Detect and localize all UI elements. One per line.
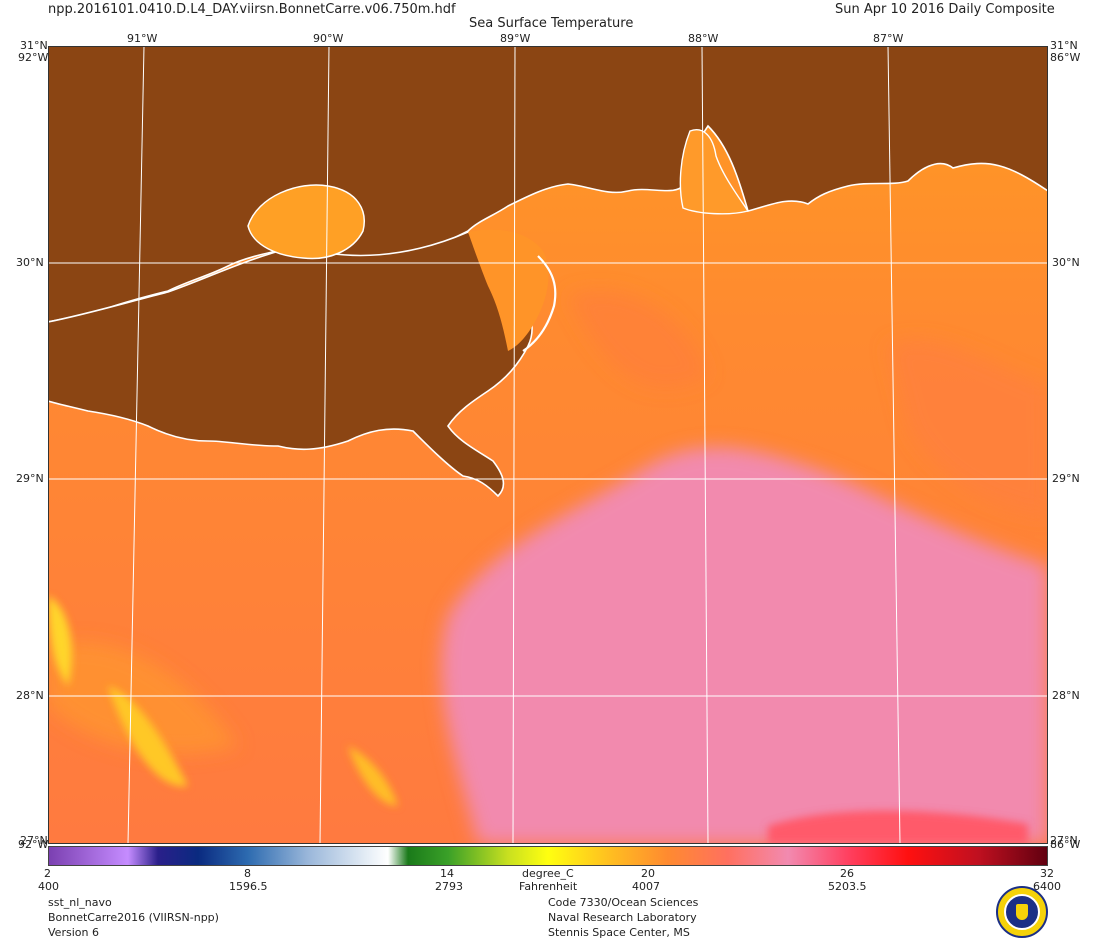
corner-label-top-left-lon: 92°W: [18, 51, 49, 64]
corner-label-top-right-lon: 86°W: [1050, 51, 1081, 64]
scale-c-14: 14: [440, 867, 454, 880]
corner-label-bottom-right: 27°N: [1050, 834, 1078, 847]
lat-label-30n-left: 30°N: [16, 256, 44, 269]
lat-label-29n-left: 29°N: [16, 472, 44, 485]
footer-org-code: Code 7330/Ocean Sciences: [548, 896, 699, 909]
land-mass: [48, 46, 1048, 323]
graticule: [48, 46, 1048, 844]
meridian-88w: [701, 46, 709, 844]
map-frame: [48, 46, 1048, 844]
meridian-91w: [127, 46, 145, 844]
corner-label-top-right: 31°N: [1050, 39, 1078, 52]
nrl-seal-icon: [996, 886, 1048, 938]
meridian-87w: [887, 46, 901, 844]
lon-label-88w: 88°W: [688, 32, 719, 45]
corner-label-bottom-left: 27°N: [20, 834, 48, 847]
footer-product: sst_nl_navo: [48, 896, 112, 909]
lat-label-30n-right: 30°N: [1052, 256, 1080, 269]
scale-f-400: 400: [38, 880, 59, 893]
scale-c-20: 20: [641, 867, 655, 880]
meridian-89w: [512, 46, 516, 844]
footer-org-location: Stennis Space Center, MS: [548, 926, 690, 939]
scale-unit-c: degree_C: [522, 867, 574, 880]
color-scale: [48, 846, 1048, 866]
file-name: npp.2016101.0410.D.L4_DAY.viirsn.BonnetC…: [48, 2, 456, 17]
warm-spots: [48, 596, 1028, 844]
footer-version: Version 6: [48, 926, 99, 939]
chandeleur-islands: [522, 255, 557, 352]
lat-label-28n-left: 28°N: [16, 689, 44, 702]
lat-label-29n-right: 29°N: [1052, 472, 1080, 485]
warm-water-plumes: [48, 290, 1048, 844]
sst-map: [48, 46, 1048, 844]
mobile-bay: [679, 129, 750, 215]
scale-f-6400: 6400: [1033, 880, 1061, 893]
footer-org-name: Naval Research Laboratory: [548, 911, 697, 924]
corner-label-bottom-right-lon: 86°W: [1050, 838, 1081, 851]
scale-f-4007: 4007: [632, 880, 660, 893]
lon-label-90w: 90°W: [313, 32, 344, 45]
lake-pontchartrain: [247, 184, 365, 260]
scale-unit-f: Fahrenheit: [519, 880, 578, 893]
lon-label-91w: 91°W: [127, 32, 158, 45]
composite-date: Sun Apr 10 2016 Daily Composite: [835, 2, 1055, 17]
lon-label-87w: 87°W: [873, 32, 904, 45]
scale-f-1596: 1596.5: [229, 880, 268, 893]
footer-region: BonnetCarre2016 (VIIRSN-npp): [48, 911, 219, 924]
product-title: Sea Surface Temperature: [469, 16, 634, 31]
breton-sound: [468, 229, 549, 351]
corner-label-bottom-left-lon: 92°W: [18, 838, 49, 851]
scale-c-32: 32: [1040, 867, 1054, 880]
scale-f-2793: 2793: [435, 880, 463, 893]
meridian-90w: [319, 46, 330, 844]
scale-c-2: 2: [44, 867, 51, 880]
lon-label-89w: 89°W: [500, 32, 531, 45]
corner-label-top-left: 31°N: [20, 39, 48, 52]
scale-f-5203: 5203.5: [828, 880, 867, 893]
scale-c-26: 26: [840, 867, 854, 880]
scale-c-8: 8: [244, 867, 251, 880]
lat-label-28n-right: 28°N: [1052, 689, 1080, 702]
